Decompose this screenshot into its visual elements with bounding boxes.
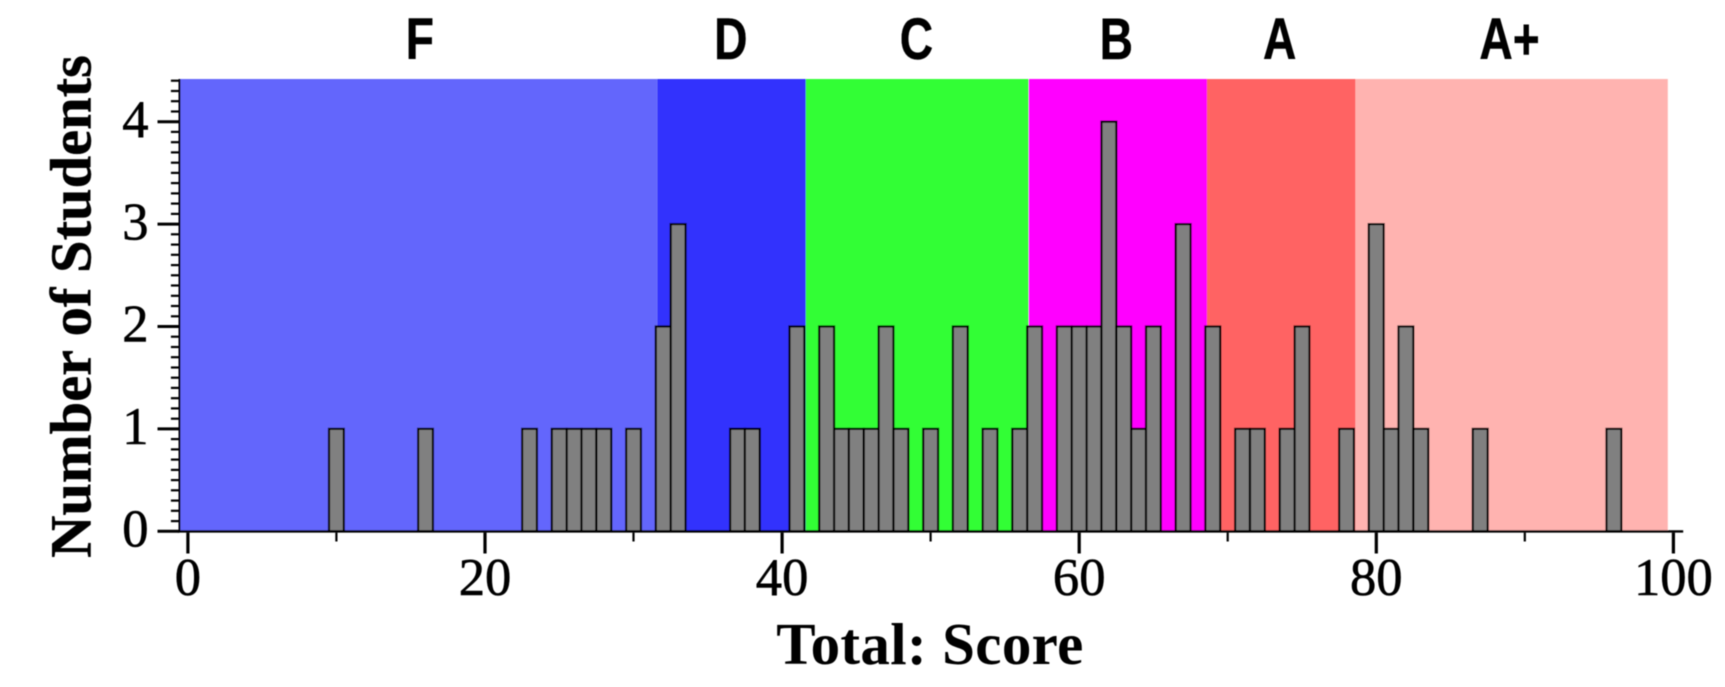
svg-text:40: 40 bbox=[756, 549, 809, 607]
svg-text:D: D bbox=[714, 7, 747, 72]
svg-text:4: 4 bbox=[122, 91, 148, 149]
svg-text:1: 1 bbox=[122, 398, 148, 456]
svg-text:0: 0 bbox=[122, 501, 148, 559]
svg-text:60: 60 bbox=[1053, 549, 1106, 607]
svg-text:Total: Score: Total: Score bbox=[776, 611, 1083, 677]
svg-text:80: 80 bbox=[1350, 549, 1403, 607]
svg-text:B: B bbox=[1100, 7, 1133, 72]
svg-text:0: 0 bbox=[175, 549, 201, 607]
svg-text:Number of Students: Number of Students bbox=[39, 55, 104, 558]
svg-text:3: 3 bbox=[122, 193, 148, 251]
svg-text:100: 100 bbox=[1634, 549, 1713, 607]
svg-text:C: C bbox=[900, 7, 933, 72]
svg-text:2: 2 bbox=[122, 296, 148, 354]
svg-text:20: 20 bbox=[459, 549, 512, 607]
svg-text:F: F bbox=[406, 7, 434, 72]
svg-text:A+: A+ bbox=[1479, 7, 1539, 72]
svg-text:A: A bbox=[1263, 7, 1296, 72]
